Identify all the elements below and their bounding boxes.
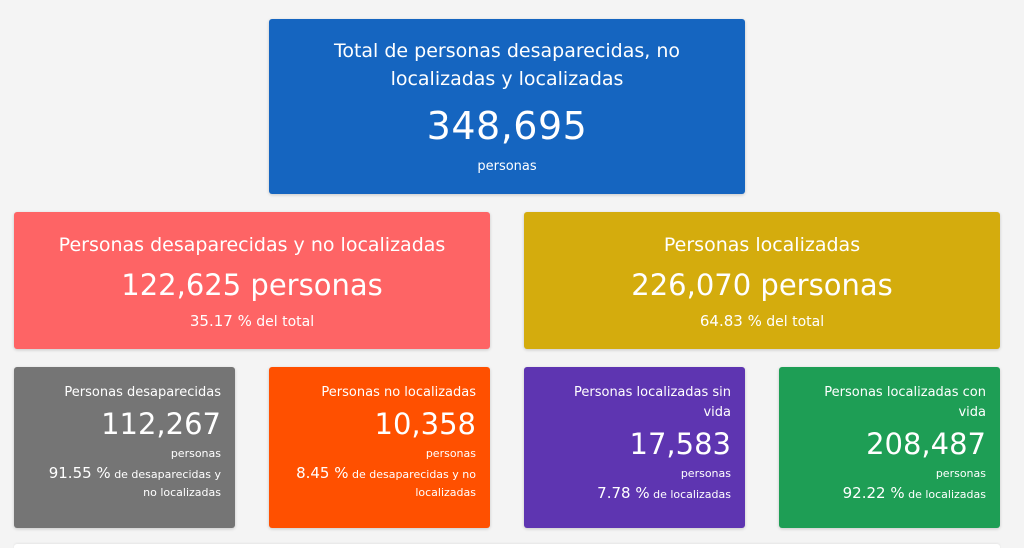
located-dead-percentage: 7.78 % de localizadas — [544, 484, 731, 504]
located-dead-unit: personas — [680, 467, 731, 480]
unlocated-pct-label: de desaparecidas y no localizadas — [351, 468, 476, 499]
total-title: Total de personas desaparecidas, no loca… — [333, 40, 681, 90]
unlocated-title: Personas no localizadas — [321, 385, 476, 400]
located-alive-pct-label: de localizadas — [908, 488, 986, 501]
unlocated-percentage: 8.45 % de desaparecidas y no localizadas — [289, 464, 476, 502]
located-pct-label: del total — [766, 314, 825, 330]
unlocated-unit: personas — [425, 447, 476, 460]
missing-unlocated-title: Personas desaparecidas y no localizadas — [58, 234, 446, 256]
located-pct-value: 64.83 % — [699, 312, 762, 330]
located-dead-pct-label: de localizadas — [653, 488, 731, 501]
located-alive-pct-value: 92.22 % — [842, 484, 905, 502]
located-card: Personas localizadas 226,070 personas 64… — [524, 212, 1000, 349]
total-unit: personas — [477, 159, 537, 174]
located-dead-title: Personas localizadas sin vida — [574, 385, 731, 420]
located-title: Personas localizadas — [663, 234, 861, 256]
missing-unlocated-pct-label: del total — [256, 314, 315, 330]
located-number: 226,070 personas — [631, 268, 893, 302]
missing-card: Personas desaparecidas 112,267 personas … — [14, 367, 235, 528]
total-number: 348,695 — [426, 104, 588, 148]
unlocated-pct-value: 8.45 % — [296, 464, 349, 482]
missing-percentage: 91.55 % de desaparecidas y no localizada… — [34, 464, 221, 502]
missing-unlocated-pct-value: 35.17 % — [189, 312, 252, 330]
missing-number: 112,267 — [101, 407, 221, 441]
located-alive-title: Personas localizadas con vida — [824, 385, 986, 420]
unlocated-number: 10,358 — [374, 407, 476, 441]
missing-unit: personas — [170, 447, 221, 460]
missing-pct-value: 91.55 % — [48, 464, 111, 482]
unlocated-card: Personas no localizadas 10,358 personas … — [269, 367, 490, 528]
located-alive-card: Personas localizadas con vida 208,487 pe… — [779, 367, 1000, 528]
located-dead-pct-value: 7.78 % — [597, 484, 650, 502]
missing-unlocated-percentage: 35.17 % del total — [14, 312, 490, 330]
missing-title: Personas desaparecidas — [64, 385, 221, 400]
located-alive-number: 208,487 — [866, 427, 986, 461]
located-percentage: 64.83 % del total — [524, 312, 1000, 330]
located-alive-percentage: 92.22 % de localizadas — [799, 484, 986, 504]
located-dead-number: 17,583 — [629, 427, 731, 461]
missing-unlocated-card: Personas desaparecidas y no localizadas … — [14, 212, 490, 349]
missing-pct-label: de desaparecidas y no localizadas — [114, 468, 221, 499]
total-card: Total de personas desaparecidas, no loca… — [269, 19, 745, 194]
located-dead-card: Personas localizadas sin vida 17,583 per… — [524, 367, 745, 528]
missing-unlocated-number: 122,625 personas — [121, 268, 383, 302]
located-alive-unit: personas — [935, 467, 986, 480]
next-section-edge — [14, 544, 1000, 548]
